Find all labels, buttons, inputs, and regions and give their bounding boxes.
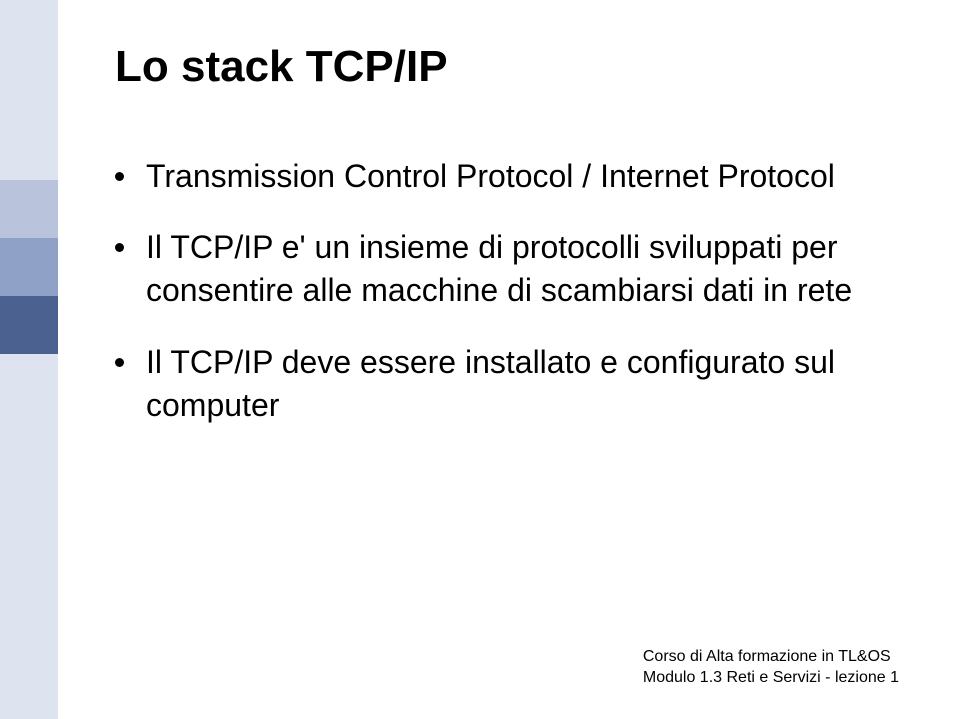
slide: Lo stack TCP/IP Transmission Control Pro… bbox=[0, 0, 959, 719]
footer-line-2: Modulo 1.3 Reti e Servizi - lezione 1 bbox=[643, 668, 899, 689]
bullet-dot-icon bbox=[115, 243, 124, 252]
sidebar-square-2 bbox=[0, 238, 58, 296]
bullet-text: Transmission Control Protocol / Internet… bbox=[146, 155, 885, 198]
sidebar-decoration bbox=[0, 0, 58, 719]
content-area: Transmission Control Protocol / Internet… bbox=[115, 155, 885, 455]
bullet-dot-icon bbox=[115, 172, 124, 181]
sidebar-top-bar bbox=[0, 0, 58, 180]
footer: Corso di Alta formazione in TL&OS Modulo… bbox=[643, 647, 899, 689]
bullet-text: Il TCP/IP e' un insieme di protocolli sv… bbox=[146, 226, 885, 312]
slide-title: Lo stack TCP/IP bbox=[115, 42, 448, 92]
sidebar-bottom-bar bbox=[0, 354, 58, 719]
bullet-item: Transmission Control Protocol / Internet… bbox=[115, 155, 885, 198]
bullet-dot-icon bbox=[115, 358, 124, 367]
footer-line-1: Corso di Alta formazione in TL&OS bbox=[643, 647, 899, 668]
sidebar-square-1 bbox=[0, 180, 58, 238]
bullet-item: Il TCP/IP e' un insieme di protocolli sv… bbox=[115, 226, 885, 312]
sidebar-square-3 bbox=[0, 296, 58, 354]
bullet-item: Il TCP/IP deve essere installato e confi… bbox=[115, 341, 885, 427]
bullet-text: Il TCP/IP deve essere installato e confi… bbox=[146, 341, 885, 427]
